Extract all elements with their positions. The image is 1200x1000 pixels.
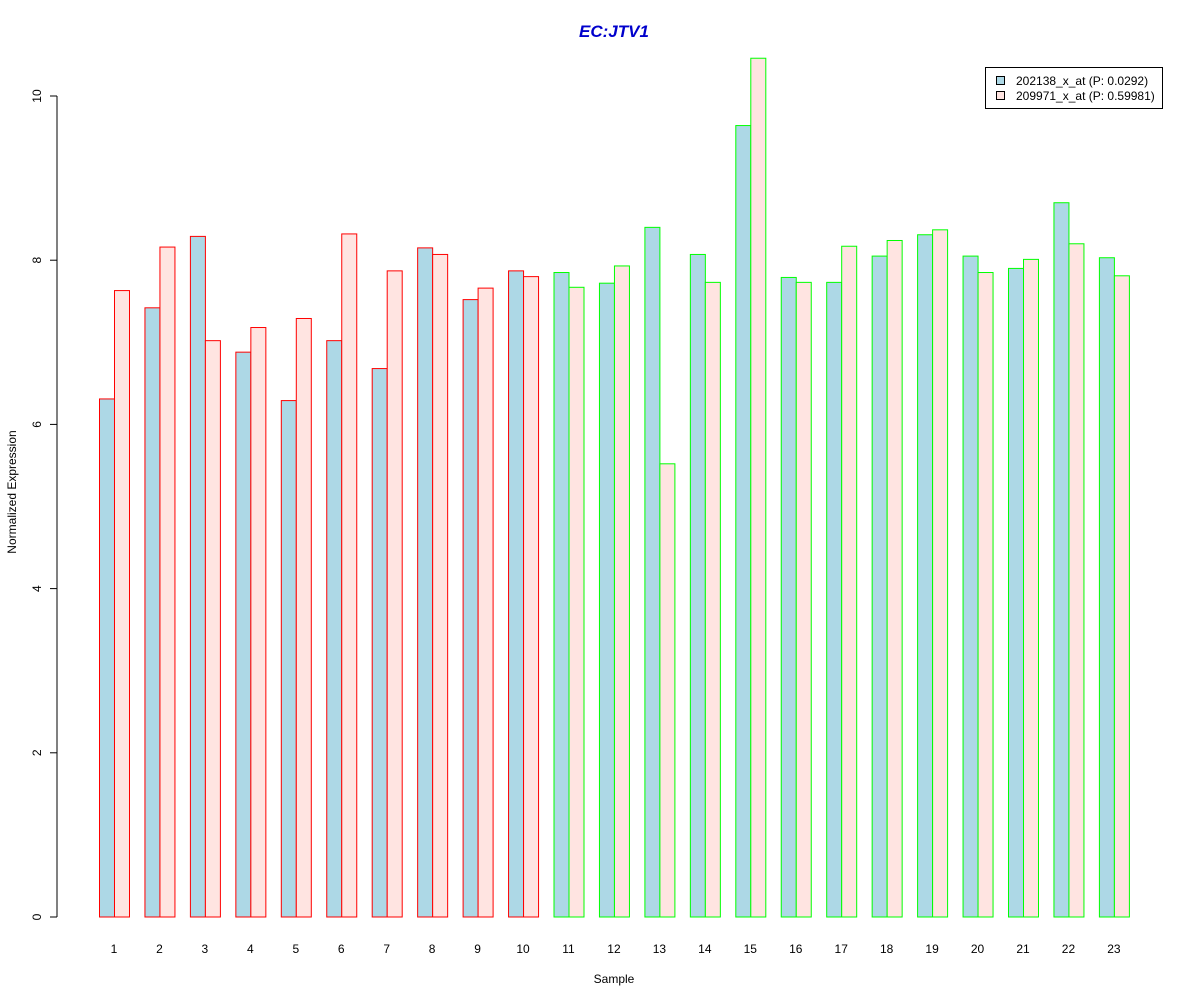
bar xyxy=(871,255,888,918)
bar xyxy=(159,246,176,918)
bar xyxy=(962,255,979,918)
bar xyxy=(144,307,161,918)
bar xyxy=(553,272,570,918)
y-tick-label: 0 xyxy=(30,913,44,920)
bar xyxy=(598,282,615,918)
bar xyxy=(235,351,252,918)
bars-group xyxy=(99,57,1130,918)
bar xyxy=(568,286,585,918)
bar xyxy=(932,229,949,918)
y-axis: 0 2 4 6 8 10 xyxy=(30,89,58,920)
x-axis-label: Sample xyxy=(594,972,635,986)
bar xyxy=(1008,267,1024,918)
y-tick-label: 8 xyxy=(30,257,44,264)
x-tick-label: 6 xyxy=(338,942,345,956)
bar xyxy=(644,226,661,918)
bar xyxy=(917,234,934,918)
bar xyxy=(659,463,676,918)
bar xyxy=(417,247,434,918)
x-tick-label: 5 xyxy=(292,942,299,956)
x-tick-label: 14 xyxy=(698,942,712,956)
bar xyxy=(780,276,797,918)
bar xyxy=(704,281,721,918)
bar xyxy=(326,340,343,918)
y-tick-label: 4 xyxy=(30,585,44,592)
x-tick-label: 15 xyxy=(744,942,758,956)
bar xyxy=(1068,243,1085,918)
bar xyxy=(523,276,540,918)
bar xyxy=(886,239,903,918)
bar xyxy=(613,265,630,918)
x-tick-label: 10 xyxy=(516,942,530,956)
bar xyxy=(341,233,358,918)
x-tick-label: 19 xyxy=(925,942,939,956)
bar xyxy=(1053,202,1070,918)
legend-swatch xyxy=(996,91,1005,100)
bar xyxy=(295,317,312,918)
bar xyxy=(462,299,479,918)
bar xyxy=(508,270,525,918)
x-tick-label: 2 xyxy=(156,942,163,956)
bar xyxy=(114,290,130,918)
legend-label: 202138_x_at (P: 0.0292) xyxy=(1016,74,1148,88)
x-tick-label: 9 xyxy=(474,942,481,956)
x-tick-label: 11 xyxy=(562,942,575,956)
legend-label: 209971_x_at (P: 0.59981) xyxy=(1016,89,1155,103)
bar xyxy=(977,272,994,918)
bar xyxy=(735,125,752,918)
bar xyxy=(1113,275,1130,918)
bar xyxy=(750,57,767,918)
bar xyxy=(99,398,115,918)
x-tick-label: 8 xyxy=(429,942,436,956)
bar xyxy=(204,340,221,918)
x-tick-label: 12 xyxy=(607,942,621,956)
bar xyxy=(477,287,494,918)
x-tick-label: 13 xyxy=(653,942,667,956)
x-tick-label: 7 xyxy=(383,942,390,956)
y-tick-label: 6 xyxy=(30,421,44,428)
x-tick-label: 18 xyxy=(880,942,894,956)
legend-swatch xyxy=(996,76,1005,85)
bar xyxy=(280,400,297,918)
bar xyxy=(841,245,858,918)
x-tick-label: 22 xyxy=(1062,942,1076,956)
x-tick-label: 4 xyxy=(247,942,254,956)
chart-title: EC:JTV1 xyxy=(579,22,649,41)
x-tick-labels: 1 2 3 4 5 6 7 8 9 10 11 12 13 14 15 16 17 18 19 20 21 22 23 xyxy=(111,942,1121,956)
x-tick-label: 21 xyxy=(1016,942,1030,956)
bar xyxy=(689,253,706,918)
bar xyxy=(826,281,843,918)
bar xyxy=(1023,258,1039,918)
legend: 202138_x_at (P: 0.0292)209971_x_at (P: 0… xyxy=(985,67,1163,109)
y-tick-label: 2 xyxy=(30,749,44,756)
x-tick-label: 3 xyxy=(202,942,209,956)
x-tick-label: 23 xyxy=(1107,942,1121,956)
bar xyxy=(432,253,449,918)
legend-box xyxy=(985,67,1163,109)
y-axis-label: Normalized Expression xyxy=(5,430,19,553)
bar xyxy=(371,368,388,918)
bar xyxy=(386,270,403,918)
bar xyxy=(250,327,267,918)
x-tick-label: 20 xyxy=(971,942,985,956)
bar xyxy=(189,235,206,918)
x-tick-label: 17 xyxy=(835,942,849,956)
bar xyxy=(795,281,812,918)
x-tick-label: 16 xyxy=(789,942,803,956)
y-tick-label: 10 xyxy=(30,89,44,103)
x-tick-label: 1 xyxy=(111,942,118,956)
bar xyxy=(1098,257,1115,918)
